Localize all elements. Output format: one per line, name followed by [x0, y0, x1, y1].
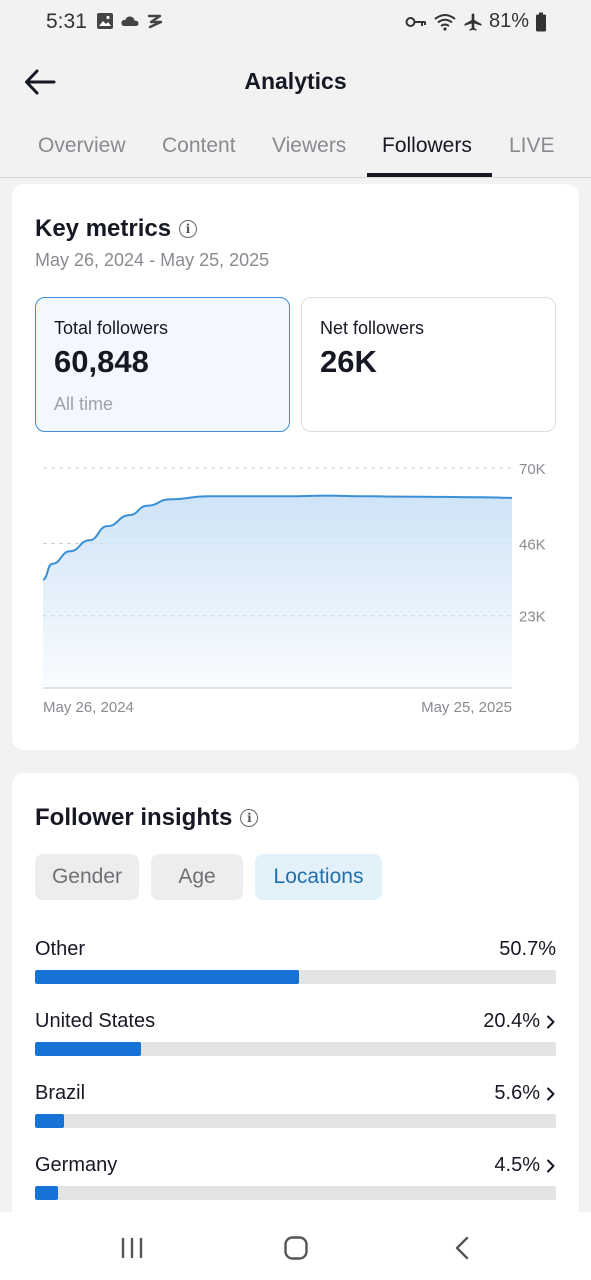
- location-row[interactable]: Germany 4.5%: [35, 1154, 556, 1214]
- metric-label: Net followers: [320, 318, 425, 338]
- key-metrics-title: Key metrics: [35, 215, 172, 242]
- recent-apps-icon: [121, 1237, 143, 1259]
- tab-followers[interactable]: Followers: [382, 134, 472, 157]
- location-progress-fill: [35, 1114, 65, 1128]
- location-name: United States: [35, 1010, 156, 1032]
- home-icon: [284, 1236, 308, 1260]
- x-tick-label: May 25, 2025: [421, 699, 512, 716]
- info-icon[interactable]: i: [179, 220, 198, 238]
- battery-icon: [536, 12, 546, 31]
- recent-apps-button[interactable]: [110, 1232, 154, 1264]
- x-tick-label: May 26, 2024: [43, 699, 134, 716]
- system-nav-bar: [0, 1212, 591, 1280]
- location-percent: 5.6%: [494, 1082, 556, 1105]
- location-progress-track: [35, 1042, 556, 1056]
- status-bar: 5:31 81%: [0, 0, 591, 44]
- chart-area-fill: [43, 495, 512, 688]
- date-range: May 26, 2024 - May 25, 2025: [35, 250, 270, 270]
- cloud-icon: [121, 16, 139, 26]
- location-percent-value: 5.6%: [494, 1082, 540, 1104]
- chevron-right-icon[interactable]: [546, 1087, 556, 1101]
- pill-gender[interactable]: Gender: [35, 854, 139, 900]
- system-back-button[interactable]: [440, 1232, 484, 1264]
- location-percent-value: 20.4%: [483, 1010, 540, 1032]
- location-row: Other 50.7%: [35, 938, 556, 998]
- followers-chart: 70K 46K 23K May 26, 2024 May 25, 2025: [12, 454, 579, 744]
- tab-overview[interactable]: Overview: [38, 134, 126, 157]
- y-tick-label: 46K: [519, 536, 546, 553]
- key-metrics-heading: Key metrics i: [35, 215, 198, 243]
- chevron-right-icon[interactable]: [546, 1159, 556, 1173]
- location-progress-track: [35, 1114, 556, 1128]
- location-row[interactable]: Brazil 5.6%: [35, 1082, 556, 1142]
- location-progress-fill: [35, 970, 300, 984]
- back-icon: [455, 1236, 469, 1260]
- home-button[interactable]: [274, 1232, 318, 1264]
- followers-area-chart: 70K 46K 23K May 26, 2024 May 25, 2025: [42, 461, 546, 716]
- follower-insights-heading: Follower insights i: [35, 804, 259, 832]
- y-tick-label: 70K: [519, 461, 546, 478]
- location-percent: 20.4%: [483, 1010, 556, 1033]
- image-icon: [97, 13, 113, 29]
- airplane-icon: [464, 13, 482, 31]
- active-tab-indicator: [367, 173, 492, 177]
- location-percent: 50.7%: [499, 938, 556, 961]
- status-notification-icons: [96, 12, 164, 30]
- y-tick-label: 23K: [519, 609, 546, 626]
- location-percent-value: 50.7%: [499, 938, 556, 960]
- follower-insights-title: Follower insights: [35, 804, 233, 831]
- arrow-left-icon: [25, 69, 56, 95]
- tab-viewers[interactable]: Viewers: [272, 134, 347, 157]
- location-row[interactable]: United States 20.4%: [35, 1010, 556, 1070]
- metric-card-total-followers[interactable]: Total followers 60,848 All time: [35, 297, 290, 432]
- app-bar: Analytics: [0, 44, 591, 120]
- app-notification-icon: [147, 14, 163, 29]
- location-progress-track: [35, 1186, 556, 1200]
- tab-content[interactable]: Content: [162, 134, 236, 157]
- location-percent: 4.5%: [494, 1154, 556, 1177]
- wifi-icon: [434, 13, 456, 31]
- tab-live[interactable]: LIVE: [509, 134, 555, 157]
- back-button[interactable]: [20, 64, 60, 100]
- metric-sub: All time: [54, 394, 114, 414]
- metric-card-net-followers[interactable]: Net followers 26K: [301, 297, 556, 432]
- pill-age[interactable]: Age: [151, 854, 243, 900]
- location-progress-fill: [35, 1042, 142, 1056]
- metric-value: 26K: [320, 344, 377, 379]
- metric-value: 60,848: [54, 344, 149, 379]
- pill-locations[interactable]: Locations: [255, 854, 382, 900]
- location-progress-track: [35, 970, 556, 984]
- battery-percent: 81%: [488, 10, 529, 32]
- chevron-right-icon[interactable]: [546, 1015, 556, 1029]
- location-name: Germany: [35, 1154, 118, 1176]
- chart-series-line: [42, 494, 513, 581]
- status-system-icons: 81%: [405, 10, 547, 33]
- info-icon[interactable]: i: [240, 809, 259, 827]
- key-icon: [405, 16, 426, 27]
- page-title: Analytics: [244, 68, 347, 94]
- metric-label: Total followers: [54, 318, 169, 338]
- key-metrics-card: Key metrics i May 26, 2024 - May 25, 202…: [12, 184, 579, 750]
- location-name: Other: [35, 938, 86, 960]
- location-name: Brazil: [35, 1082, 86, 1104]
- status-time: 5:31: [46, 10, 87, 33]
- location-progress-fill: [35, 1186, 59, 1200]
- analytics-tabs: Overview Content Viewers Followers LIVE: [0, 124, 591, 178]
- follower-insights-card: Follower insights i Gender Age Locations…: [12, 773, 579, 1233]
- location-percent-value: 4.5%: [494, 1154, 540, 1176]
